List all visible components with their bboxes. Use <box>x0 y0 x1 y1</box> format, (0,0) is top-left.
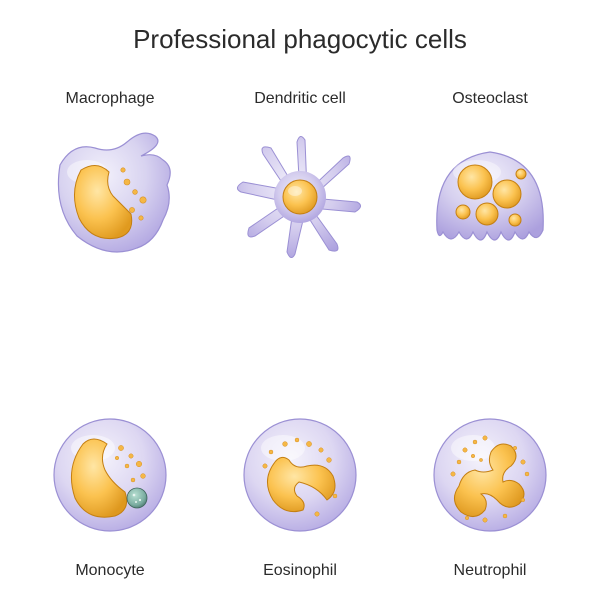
cell-label: Neutrophil <box>454 562 527 580</box>
cell-grid: Macrophage <box>20 90 580 580</box>
cell-macrophage: Macrophage <box>20 90 200 330</box>
cell-label: Monocyte <box>75 562 144 580</box>
macrophage-icon <box>35 120 185 270</box>
monocyte-icon <box>35 400 185 550</box>
cell-dendritic: Dendritic cell <box>210 90 390 330</box>
eosinophil-icon <box>225 400 375 550</box>
cell-label: Osteoclast <box>452 90 528 108</box>
osteoclast-icon <box>415 120 565 270</box>
cell-eosinophil: Eosinophil <box>210 340 390 580</box>
cell-neutrophil: Neutrophil <box>400 340 580 580</box>
cell-label: Eosinophil <box>263 562 337 580</box>
dendritic-icon <box>225 120 375 270</box>
cell-osteoclast: Osteoclast <box>400 90 580 330</box>
page-title: Professional phagocytic cells <box>0 24 600 55</box>
cell-label: Macrophage <box>66 90 155 108</box>
cell-monocyte: Monocyte <box>20 340 200 580</box>
neutrophil-icon <box>415 400 565 550</box>
cell-label: Dendritic cell <box>254 90 346 108</box>
